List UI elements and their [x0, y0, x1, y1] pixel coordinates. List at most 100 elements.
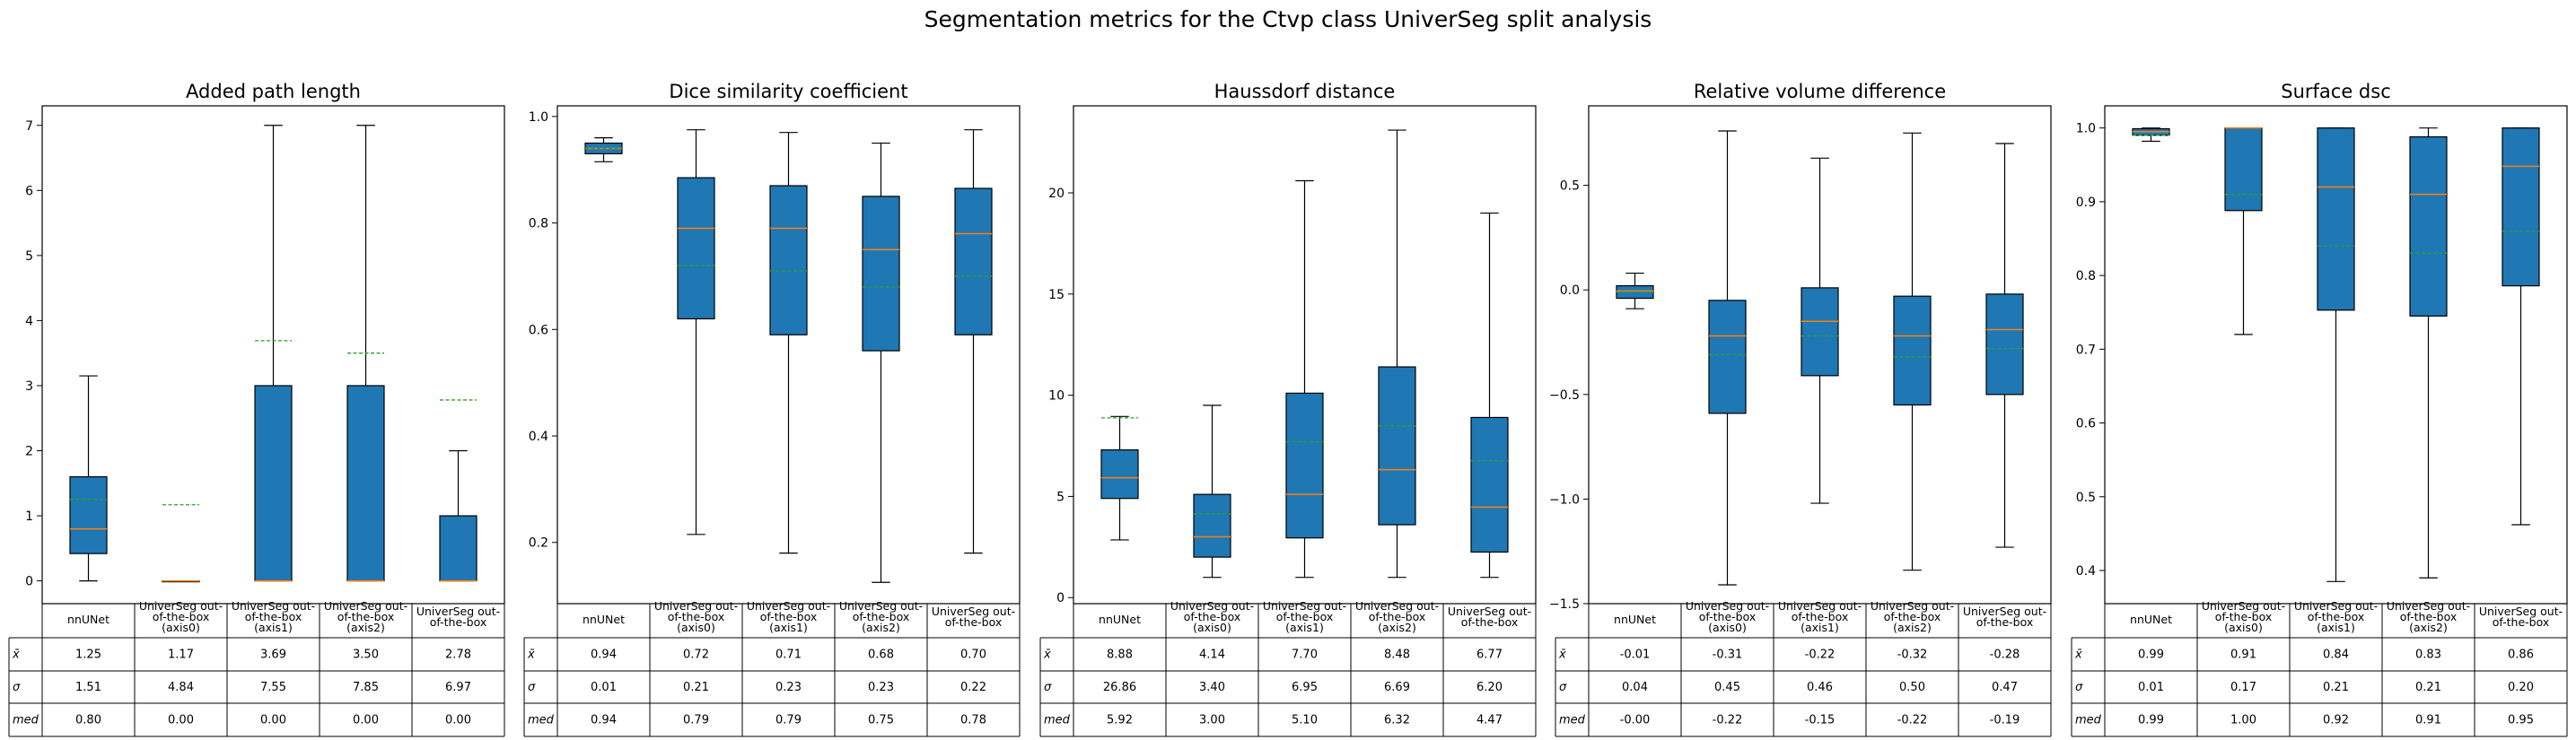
table-cell: -0.31 [1713, 649, 1743, 662]
table-cell: 0.95 [2508, 714, 2534, 727]
table-cell: 0.92 [2323, 714, 2349, 727]
row-label: σ [13, 681, 21, 694]
row-label: med [528, 714, 555, 727]
table-cell: 1.17 [168, 649, 194, 662]
row-label: med [2075, 714, 2102, 727]
column-header: UniverSeg out- [1778, 599, 1862, 613]
box-3 [2317, 127, 2355, 582]
panel-4: Relative volume difference −1.5 −1.0 −0.5 0.… [1549, 81, 2052, 737]
table-cell: 8.88 [1107, 649, 1133, 662]
table-cell: 6.97 [445, 681, 471, 694]
table-cell: 0.79 [683, 714, 709, 727]
box-body [1285, 392, 1324, 539]
column-header: (axis1) [1285, 621, 1324, 634]
y-tick-label: 5 [25, 249, 33, 264]
y-tick-label: 15 [1048, 288, 1065, 302]
table-cell: 0.99 [2138, 649, 2164, 662]
table-cell: -0.22 [1713, 714, 1743, 727]
box-body [2409, 135, 2448, 317]
table-cell: 0.91 [2415, 714, 2441, 727]
y-tick-label: 10 [1048, 389, 1065, 404]
y-tick-label: 0.8 [529, 217, 548, 231]
row-label: x̄ [2074, 649, 2082, 662]
row-label: x̄ [1043, 649, 1051, 662]
table-cell: 7.85 [353, 681, 379, 694]
box-5 [1470, 212, 1509, 579]
y-tick-label: 0.7 [2076, 343, 2096, 357]
y-tick-label: 5 [1056, 490, 1065, 504]
row-label: σ [528, 681, 536, 694]
table-cell: 1.51 [75, 681, 101, 694]
column-header: of-the-box [1184, 610, 1241, 623]
box-2 [2224, 126, 2263, 335]
box-3 [1285, 179, 1324, 579]
table-cell: 7.55 [260, 681, 286, 694]
box-2 [1193, 405, 1231, 579]
table-cell: -0.00 [1620, 714, 1651, 727]
column-header: (axis2) [2409, 621, 2448, 634]
table-cell: 0.94 [591, 714, 617, 727]
column-header: UniverSeg out- [1170, 599, 1254, 613]
y-tick-label: 20 [1048, 187, 1065, 201]
table-cell: 6.20 [1476, 681, 1503, 694]
table-cell: 0.23 [775, 681, 802, 694]
column-header: of-the-box [1369, 610, 1426, 623]
column-header: of-the-box [945, 615, 1003, 629]
box-1 [1616, 272, 1654, 309]
y-tick-label: 1.0 [2076, 122, 2096, 136]
box-2 [162, 504, 200, 583]
column-header: (axis0) [1193, 621, 1231, 634]
y-tick-label: −1.0 [1549, 492, 1580, 507]
table-cell: 4.84 [168, 681, 194, 694]
panel-title: Haussdorf distance [1214, 81, 1396, 102]
plot-frame [1588, 105, 2052, 605]
column-header: of-the-box [668, 610, 725, 623]
column-header: UniverSeg out- [324, 599, 407, 613]
column-header: nnUNet [2130, 613, 2172, 626]
box-5 [954, 129, 993, 554]
column-header: (axis0) [162, 621, 200, 634]
table-cell: 3.40 [1199, 681, 1225, 694]
table-cell: 0.47 [1992, 681, 2018, 694]
column-header: of-the-box [760, 610, 818, 623]
table-cell: 2.78 [445, 649, 471, 662]
table-cell: 0.01 [2138, 681, 2164, 694]
column-header: of-the-box [1699, 610, 1757, 623]
table-cell: 0.91 [2230, 649, 2256, 662]
table-cell: 0.01 [591, 681, 617, 694]
row-label: x̄ [12, 649, 20, 662]
plot-frame [1073, 105, 1537, 605]
table-cell: 0.94 [591, 649, 617, 662]
table-cell: 0.21 [2323, 681, 2349, 694]
box-body [69, 475, 108, 554]
table-cell: 3.69 [260, 649, 286, 662]
column-header: UniverSeg out- [932, 605, 1015, 618]
column-header: UniverSeg out- [2479, 605, 2563, 618]
box-2 [1708, 130, 1747, 586]
row-label: σ [1044, 681, 1052, 694]
row-label: med [1044, 714, 1071, 727]
row-label: med [1559, 714, 1586, 727]
column-header: UniverSeg out- [1871, 599, 1954, 613]
panel-title: Surface dsc [2281, 81, 2391, 102]
row-label: med [13, 714, 39, 727]
y-tick-label: −1.5 [1549, 597, 1580, 612]
table-cell: 0.72 [683, 649, 709, 662]
table-cell: 0.46 [1807, 681, 1833, 694]
box-body [1100, 448, 1139, 500]
column-header: (axis1) [254, 621, 293, 634]
column-header: UniverSeg out- [416, 605, 500, 618]
plot-frame [41, 105, 505, 605]
table-cell: 1.25 [75, 649, 101, 662]
column-header: of-the-box [153, 610, 210, 623]
panel-title: Dice similarity coefficient [669, 81, 907, 102]
panel-title: Relative volume difference [1694, 81, 1946, 102]
table-cell: 7.70 [1292, 649, 1318, 662]
table-cell: 0.20 [2508, 681, 2534, 694]
y-tick-label: 3 [25, 379, 33, 394]
plot-frame [556, 105, 1021, 605]
box-1 [1100, 415, 1139, 541]
column-header: (axis0) [1708, 621, 1747, 634]
